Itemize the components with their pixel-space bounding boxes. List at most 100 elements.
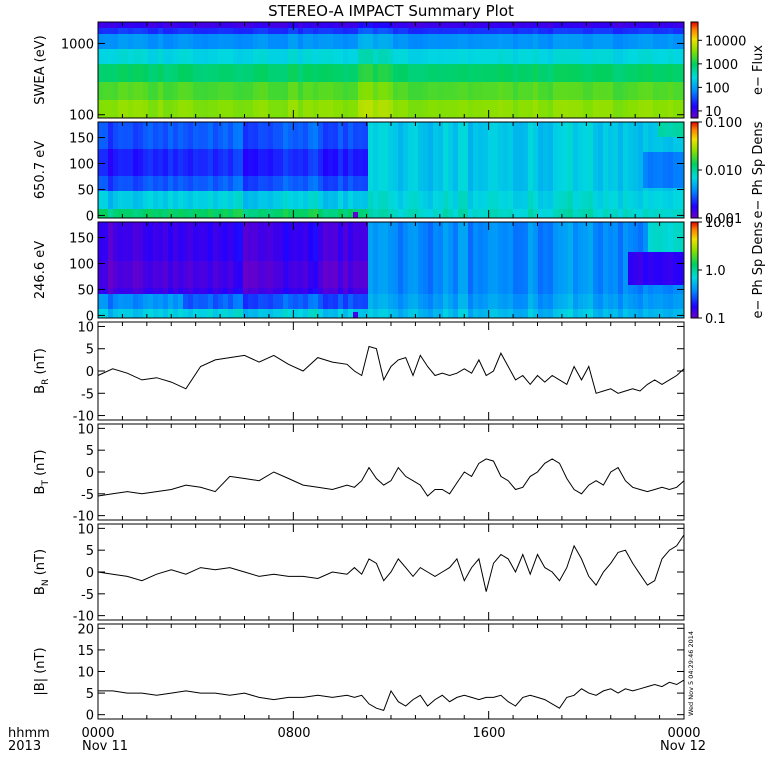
heatmap-cell — [108, 67, 114, 71]
heatmap-cell — [603, 88, 609, 92]
heatmap-cell — [363, 43, 369, 47]
heatmap-cell — [473, 103, 479, 107]
heatmap-cell — [593, 97, 599, 101]
heatmap-cell — [293, 61, 299, 65]
heatmap-cell — [383, 40, 389, 44]
heatmap-cell — [153, 152, 159, 156]
heatmap-cell — [648, 115, 654, 119]
heatmap-cell — [273, 185, 279, 189]
heatmap-cell — [133, 49, 139, 53]
heatmap-cell — [268, 73, 274, 77]
heatmap-cell — [153, 179, 159, 183]
heatmap-cell — [113, 49, 119, 53]
heatmap-cell — [503, 61, 509, 65]
heatmap-cell — [108, 28, 114, 32]
heatmap-cell — [408, 40, 414, 44]
heatmap-cell — [598, 85, 604, 89]
heatmap-cell — [118, 91, 124, 95]
heatmap-cell — [153, 73, 159, 77]
heatmap-cell — [243, 55, 249, 59]
heatmap-cell — [228, 170, 234, 174]
heatmap-cell — [103, 170, 109, 174]
heatmap-cell — [208, 37, 214, 41]
heatmap-cell — [238, 109, 244, 113]
heatmap-cell — [238, 82, 244, 86]
heatmap-cell — [173, 206, 179, 210]
heatmap-cell — [328, 43, 334, 47]
heatmap-cell — [513, 88, 519, 92]
heatmap-cell — [168, 64, 174, 68]
heatmap-cell — [418, 88, 424, 92]
heatmap-cell — [343, 82, 349, 86]
heatmap-cell — [228, 94, 234, 98]
heatmap-cell — [318, 58, 324, 62]
heatmap-cell — [118, 131, 124, 135]
heatmap-cell — [253, 91, 259, 95]
heatmap-cell — [248, 115, 254, 119]
heatmap-cell — [148, 49, 154, 53]
heatmap-cell — [263, 152, 269, 156]
heatmap-cell — [153, 140, 159, 144]
heatmap-cell — [163, 212, 169, 216]
heatmap-cell — [268, 203, 274, 207]
heatmap-cell — [333, 67, 339, 71]
heatmap-cell — [208, 46, 214, 50]
heatmap-cell — [598, 103, 604, 107]
heatmap-cell — [563, 22, 569, 26]
heatmap-cell — [298, 73, 304, 77]
heatmap-cell — [228, 73, 234, 77]
heatmap-cell — [468, 64, 474, 68]
heatmap-cell — [278, 52, 284, 56]
heatmap-cell — [228, 46, 234, 50]
heatmap-cell — [223, 164, 229, 168]
heatmap-cell — [118, 149, 124, 153]
heatmap-cell — [498, 79, 504, 83]
heatmap-cell — [438, 55, 444, 59]
heatmap-cell — [323, 76, 329, 80]
heatmap-cell — [438, 67, 444, 71]
heatmap-cell — [258, 158, 264, 162]
heatmap-cell — [658, 34, 664, 38]
heatmap-cell — [513, 22, 519, 26]
heatmap-cell — [158, 194, 164, 198]
heatmap-cell — [668, 109, 674, 113]
heatmap-cell — [118, 161, 124, 165]
heatmap-cell — [263, 155, 269, 159]
heatmap-cell — [218, 149, 224, 153]
heatmap-cell — [463, 76, 469, 80]
heatmap-cell — [208, 28, 214, 32]
heatmap-cell — [168, 212, 174, 216]
heatmap-cell — [128, 52, 134, 56]
heatmap-cell — [153, 122, 159, 126]
heatmap-cell — [238, 58, 244, 62]
heatmap-cell — [533, 49, 539, 53]
heatmap-cell — [138, 58, 144, 62]
heatmap-cell — [113, 152, 119, 156]
heatmap-cell — [638, 22, 644, 26]
heatmap-cell — [523, 82, 529, 86]
heatmap-cell — [338, 49, 344, 53]
heatmap-cell — [188, 146, 194, 150]
heatmap-cell — [678, 91, 684, 95]
heatmap-cell — [198, 55, 204, 59]
heatmap-cell — [658, 103, 664, 107]
heatmap-cell — [628, 76, 634, 80]
heatmap-cell — [198, 161, 204, 165]
heatmap-cell — [303, 22, 309, 26]
heatmap-cell — [208, 85, 214, 89]
heatmap-cell — [578, 79, 584, 83]
heatmap-cell — [98, 52, 104, 56]
heatmap-cell — [173, 43, 179, 47]
heatmap-cell — [163, 115, 169, 119]
heatmap-cell — [228, 88, 234, 92]
heatmap-cell — [238, 149, 244, 153]
heatmap-cell — [418, 67, 424, 71]
heatmap-cell — [238, 197, 244, 201]
heatmap-cell — [603, 91, 609, 95]
heatmap-cell — [223, 40, 229, 44]
heatmap-cell — [568, 85, 574, 89]
heatmap-cell — [223, 134, 229, 138]
heatmap-cell — [108, 152, 114, 156]
heatmap-cell — [208, 112, 214, 116]
heatmap-cell — [333, 25, 339, 29]
